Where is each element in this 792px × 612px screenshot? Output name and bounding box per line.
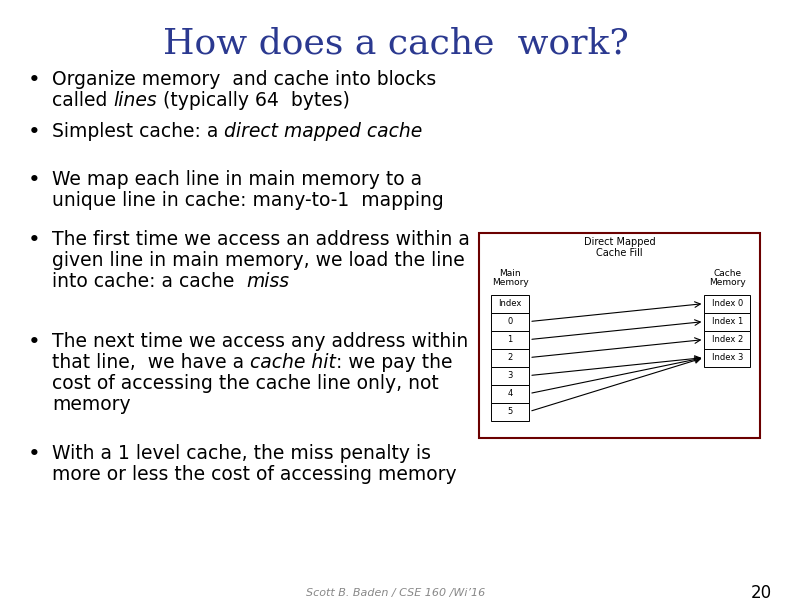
- Text: Memory: Memory: [492, 278, 528, 286]
- Text: into cache: a cache: into cache: a cache: [52, 272, 246, 291]
- Bar: [491, 349, 529, 367]
- Text: Simplest cache: a: Simplest cache: a: [52, 122, 224, 141]
- Text: How does a cache  work?: How does a cache work?: [163, 27, 629, 61]
- Text: 20: 20: [751, 584, 772, 602]
- Bar: [491, 403, 529, 420]
- Bar: [491, 384, 529, 403]
- Text: •: •: [28, 332, 40, 352]
- Text: •: •: [28, 230, 40, 250]
- Text: Organize memory  and cache into blocks: Organize memory and cache into blocks: [52, 70, 436, 89]
- Text: lines: lines: [113, 91, 157, 110]
- Bar: [704, 349, 750, 367]
- Text: Direct Mapped: Direct Mapped: [584, 237, 656, 247]
- Text: more or less the cost of accessing memory: more or less the cost of accessing memor…: [52, 465, 457, 484]
- Text: cost of accessing the cache line only, not: cost of accessing the cache line only, n…: [52, 374, 439, 393]
- Text: Cache: Cache: [714, 269, 741, 278]
- Text: direct mapped cache: direct mapped cache: [224, 122, 423, 141]
- Text: miss: miss: [246, 272, 289, 291]
- Text: called: called: [52, 91, 113, 110]
- Text: that line,  we have a: that line, we have a: [52, 353, 250, 372]
- Bar: [704, 330, 750, 349]
- Text: (typically 64  bytes): (typically 64 bytes): [157, 91, 350, 110]
- Text: given line in main memory, we load the line: given line in main memory, we load the l…: [52, 251, 465, 270]
- Text: memory: memory: [52, 395, 131, 414]
- Text: •: •: [28, 122, 40, 142]
- Text: Index 0: Index 0: [712, 299, 743, 308]
- Text: 2: 2: [508, 353, 512, 362]
- Text: Cache Fill: Cache Fill: [596, 248, 643, 258]
- Text: We map each line in main memory to a: We map each line in main memory to a: [52, 170, 422, 189]
- Text: Main: Main: [499, 269, 521, 278]
- Text: Scott B. Baden / CSE 160 /Wi’16: Scott B. Baden / CSE 160 /Wi’16: [307, 588, 485, 598]
- Text: Index 2: Index 2: [712, 335, 743, 344]
- Text: Index 3: Index 3: [712, 353, 743, 362]
- Text: : we pay the: : we pay the: [336, 353, 452, 372]
- Bar: [491, 367, 529, 384]
- Text: 1: 1: [508, 335, 512, 344]
- Text: 0: 0: [508, 317, 512, 326]
- Text: 3: 3: [508, 371, 513, 380]
- Text: The next time we access any address within: The next time we access any address with…: [52, 332, 468, 351]
- Bar: [704, 294, 750, 313]
- Text: Index 1: Index 1: [712, 317, 743, 326]
- Bar: [479, 233, 760, 438]
- Text: cache hit: cache hit: [250, 353, 336, 372]
- Text: •: •: [28, 70, 40, 90]
- Text: Index: Index: [498, 299, 522, 308]
- Text: unique line in cache: many-to-1  mapping: unique line in cache: many-to-1 mapping: [52, 191, 444, 210]
- Bar: [491, 330, 529, 349]
- Text: The first time we access an address within a: The first time we access an address with…: [52, 230, 470, 249]
- Bar: [491, 294, 529, 313]
- Bar: [491, 313, 529, 330]
- Bar: [704, 313, 750, 330]
- Text: •: •: [28, 444, 40, 464]
- Text: 4: 4: [508, 389, 512, 398]
- Text: Memory: Memory: [709, 278, 746, 286]
- Text: With a 1 level cache, the miss penalty is: With a 1 level cache, the miss penalty i…: [52, 444, 431, 463]
- Text: 5: 5: [508, 407, 512, 416]
- Text: •: •: [28, 170, 40, 190]
